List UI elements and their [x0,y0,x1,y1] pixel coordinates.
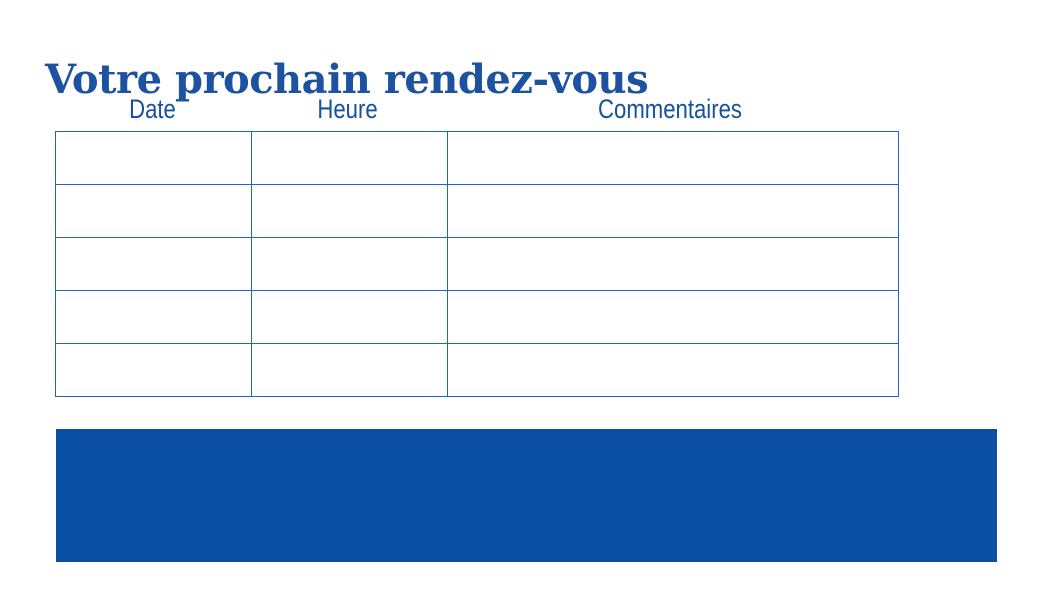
table-body [55,131,899,397]
cell-date[interactable] [55,237,252,291]
cell-commentaires[interactable] [447,184,899,238]
table-row [55,184,899,238]
cell-heure[interactable] [251,290,448,344]
cell-commentaires[interactable] [447,131,899,185]
cell-heure[interactable] [251,184,448,238]
cell-date[interactable] [55,290,252,344]
table-row [55,290,899,344]
table-row [55,343,899,397]
table-row [55,131,899,185]
cell-commentaires[interactable] [447,343,899,397]
column-header-heure: Heure [317,94,378,124]
cell-date[interactable] [55,131,252,185]
column-header-date: Date [129,94,176,124]
page-title: Votre prochain rendez-vous [45,55,649,103]
cell-commentaires[interactable] [447,237,899,291]
table-column-headers: Date Heure Commentaires [55,89,895,129]
table-row [55,237,899,291]
cell-heure[interactable] [251,343,448,397]
footer-blue-block [56,429,997,562]
column-header-commentaires: Commentaires [598,94,742,124]
cell-heure[interactable] [251,237,448,291]
cell-commentaires[interactable] [447,290,899,344]
appointment-table [55,131,899,397]
cell-heure[interactable] [251,131,448,185]
cell-date[interactable] [55,184,252,238]
cell-date[interactable] [55,343,252,397]
